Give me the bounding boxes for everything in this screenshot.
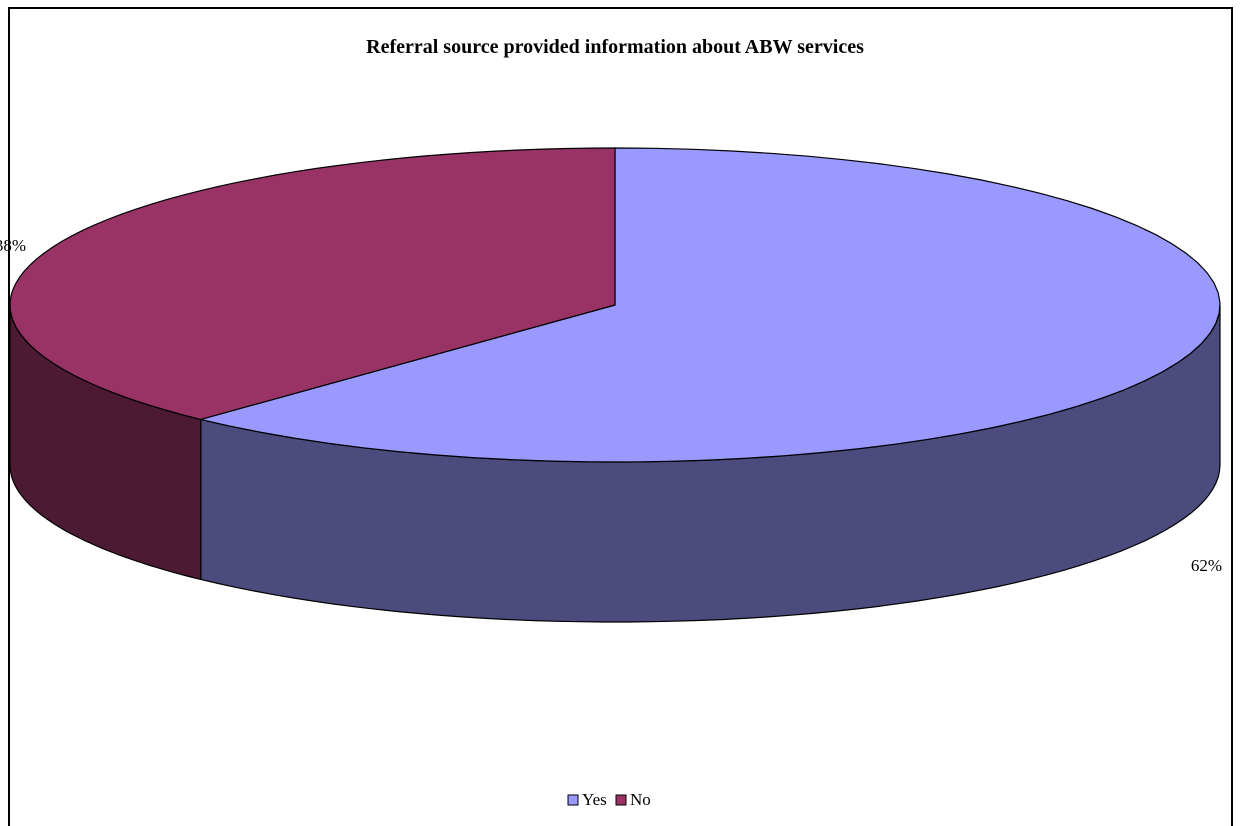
legend: Yes No	[567, 790, 651, 809]
data-label-no: 38%	[0, 236, 26, 255]
legend-label-yes: Yes	[582, 790, 607, 809]
chart-title: Referral source provided information abo…	[366, 36, 864, 58]
pie-slice-no	[9, 147, 616, 421]
legend-swatch-no	[615, 794, 627, 806]
legend-label-no: No	[630, 790, 651, 809]
legend-swatch-yes	[567, 794, 579, 806]
pie-tops	[9, 147, 1221, 463]
data-label-yes: 62%	[1191, 556, 1222, 575]
pie-slice-yes	[200, 147, 1221, 463]
